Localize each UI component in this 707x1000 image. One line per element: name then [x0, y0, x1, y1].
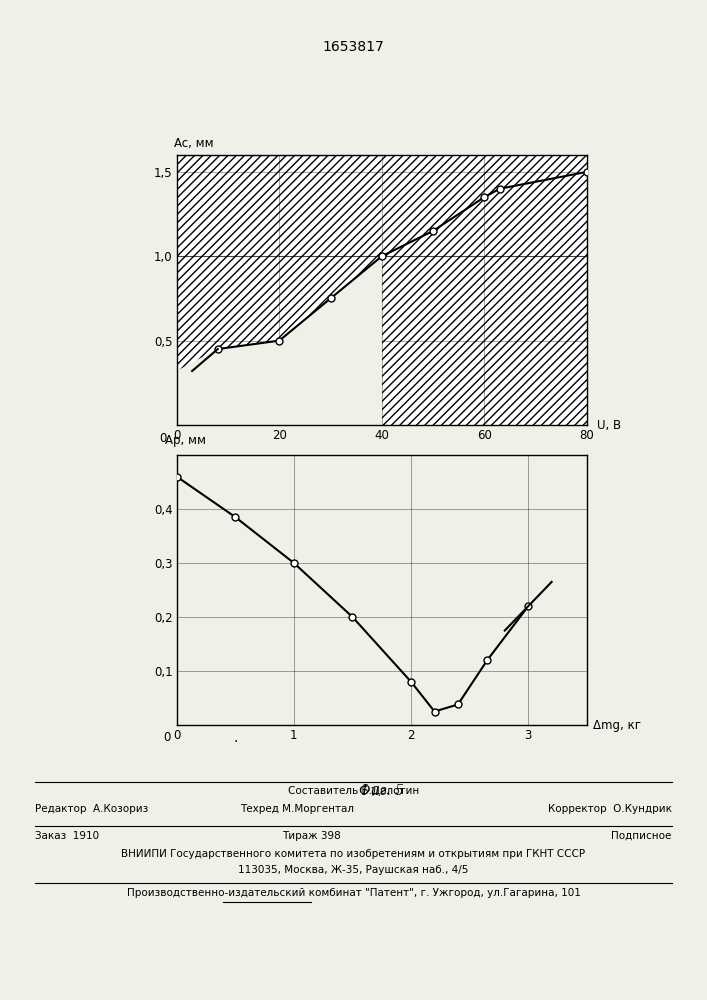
Text: Тираж 398: Тираж 398	[281, 831, 341, 841]
Text: ВНИИПИ Государственного комитета по изобретениям и открытиям при ГКНТ СССР: ВНИИПИ Государственного комитета по изоб…	[122, 849, 585, 859]
Polygon shape	[177, 256, 382, 425]
Text: .: .	[233, 731, 238, 745]
Text: Корректор  О.Кундрик: Корректор О.Кундрик	[548, 804, 672, 814]
Text: 0: 0	[159, 432, 167, 445]
Text: U, В: U, В	[597, 418, 621, 432]
Text: Редактор  А.Козориз: Редактор А.Козориз	[35, 804, 148, 814]
Text: Техред М.Моргентал: Техред М.Моргентал	[240, 804, 354, 814]
Text: Производственно-издательский комбинат "Патент", г. Ужгород, ул.Гагарина, 101: Производственно-издательский комбинат "П…	[127, 888, 580, 898]
Text: Ac, мм: Ac, мм	[174, 137, 214, 150]
Text: Δmg, кг: Δmg, кг	[592, 718, 641, 732]
Text: 0: 0	[163, 731, 171, 744]
Text: Составитель Б.Долотин: Составитель Б.Долотин	[288, 786, 419, 796]
Text: 113035, Москва, Ж-35, Раушская наб., 4/5: 113035, Москва, Ж-35, Раушская наб., 4/5	[238, 865, 469, 875]
Text: Заказ  1910: Заказ 1910	[35, 831, 100, 841]
Polygon shape	[382, 155, 587, 425]
Text: Фиг. 4: Фиг. 4	[359, 484, 404, 498]
Text: Ap, мм: Ap, мм	[165, 434, 206, 447]
Polygon shape	[177, 155, 382, 371]
Text: Фиг. 5: Фиг. 5	[359, 784, 404, 798]
Text: 1653817: 1653817	[322, 40, 385, 54]
Text: Подписное: Подписное	[612, 831, 672, 841]
